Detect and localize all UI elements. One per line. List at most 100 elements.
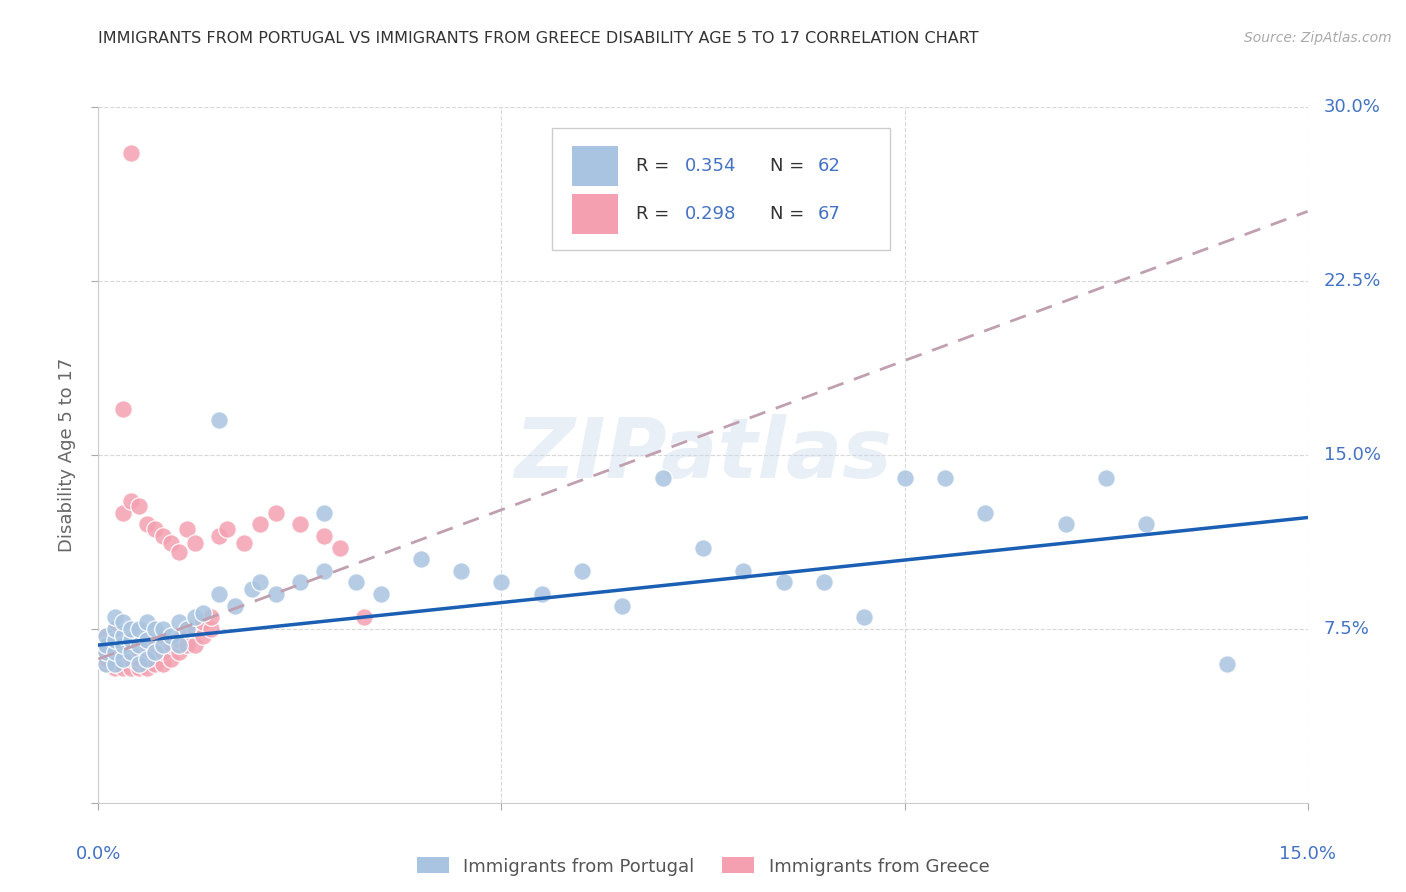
Point bbox=[143, 645, 166, 659]
Point bbox=[152, 645, 174, 659]
Point bbox=[135, 652, 157, 666]
Point bbox=[152, 622, 174, 636]
Point bbox=[176, 522, 198, 536]
Point bbox=[176, 622, 198, 636]
Point bbox=[143, 522, 166, 536]
Point bbox=[344, 575, 367, 590]
Point bbox=[120, 652, 142, 666]
Point bbox=[111, 629, 134, 643]
Point bbox=[491, 575, 513, 590]
Point bbox=[167, 615, 190, 629]
Point bbox=[135, 629, 157, 643]
Point bbox=[167, 545, 190, 559]
Point bbox=[314, 529, 336, 543]
Text: 0.354: 0.354 bbox=[685, 157, 737, 175]
Point bbox=[353, 610, 375, 624]
Point bbox=[160, 536, 183, 550]
Point bbox=[103, 645, 125, 659]
Point bbox=[160, 638, 183, 652]
Point bbox=[103, 622, 125, 636]
Point bbox=[120, 633, 142, 648]
Point bbox=[264, 587, 287, 601]
Point bbox=[208, 413, 231, 427]
Point bbox=[152, 638, 174, 652]
FancyBboxPatch shape bbox=[551, 128, 890, 250]
Point bbox=[111, 615, 134, 629]
Point bbox=[893, 471, 915, 485]
Point bbox=[1135, 517, 1157, 532]
Point bbox=[143, 633, 166, 648]
Point bbox=[1216, 657, 1239, 671]
Point bbox=[96, 652, 118, 666]
Point bbox=[176, 622, 198, 636]
Point bbox=[120, 645, 142, 659]
Point bbox=[120, 661, 142, 675]
Text: Source: ZipAtlas.com: Source: ZipAtlas.com bbox=[1244, 31, 1392, 45]
Y-axis label: Disability Age 5 to 17: Disability Age 5 to 17 bbox=[58, 358, 76, 552]
Point bbox=[934, 471, 956, 485]
Point bbox=[692, 541, 714, 555]
Point bbox=[111, 645, 134, 659]
Point bbox=[208, 587, 231, 601]
Legend: Immigrants from Portugal, Immigrants from Greece: Immigrants from Portugal, Immigrants fro… bbox=[409, 850, 997, 883]
Point bbox=[111, 661, 134, 675]
Point bbox=[120, 146, 142, 161]
Point bbox=[135, 517, 157, 532]
Point bbox=[200, 622, 222, 636]
Text: 62: 62 bbox=[818, 157, 841, 175]
Point bbox=[813, 575, 835, 590]
Point bbox=[160, 629, 183, 643]
Point bbox=[530, 587, 553, 601]
Text: 22.5%: 22.5% bbox=[1323, 272, 1381, 290]
Point bbox=[143, 657, 166, 671]
Point bbox=[96, 645, 118, 659]
Text: 15.0%: 15.0% bbox=[1279, 845, 1336, 863]
Point bbox=[103, 629, 125, 643]
Text: ZIPatlas: ZIPatlas bbox=[515, 415, 891, 495]
Text: 30.0%: 30.0% bbox=[1323, 98, 1381, 116]
Point bbox=[184, 610, 207, 624]
Point bbox=[314, 506, 336, 520]
Point bbox=[96, 657, 118, 671]
Point bbox=[135, 652, 157, 666]
Point bbox=[193, 606, 215, 620]
Point bbox=[651, 471, 673, 485]
Point bbox=[143, 645, 166, 659]
Point bbox=[128, 657, 150, 671]
Point bbox=[288, 575, 311, 590]
Point bbox=[974, 506, 997, 520]
Point bbox=[120, 622, 142, 636]
Point bbox=[96, 629, 118, 643]
Point bbox=[370, 587, 392, 601]
Point bbox=[240, 582, 263, 597]
Point bbox=[128, 652, 150, 666]
Point bbox=[111, 652, 134, 666]
Point bbox=[96, 657, 118, 671]
Point bbox=[167, 633, 190, 648]
Point bbox=[111, 638, 134, 652]
Point bbox=[120, 645, 142, 659]
Point bbox=[1054, 517, 1077, 532]
Point bbox=[120, 494, 142, 508]
Point bbox=[176, 638, 198, 652]
Text: 0.298: 0.298 bbox=[685, 205, 737, 223]
Point bbox=[733, 564, 755, 578]
Point bbox=[111, 401, 134, 416]
Text: R =: R = bbox=[637, 205, 675, 223]
Point bbox=[128, 661, 150, 675]
Point bbox=[103, 652, 125, 666]
Text: N =: N = bbox=[769, 157, 810, 175]
Point bbox=[103, 657, 125, 671]
Point bbox=[184, 638, 207, 652]
Point bbox=[128, 638, 150, 652]
Point bbox=[314, 564, 336, 578]
Point bbox=[111, 629, 134, 643]
Point bbox=[111, 652, 134, 666]
Point bbox=[152, 529, 174, 543]
Point bbox=[249, 517, 271, 532]
Point bbox=[103, 661, 125, 675]
Point bbox=[1095, 471, 1118, 485]
Point bbox=[200, 610, 222, 624]
Point bbox=[329, 541, 352, 555]
Point bbox=[135, 633, 157, 648]
